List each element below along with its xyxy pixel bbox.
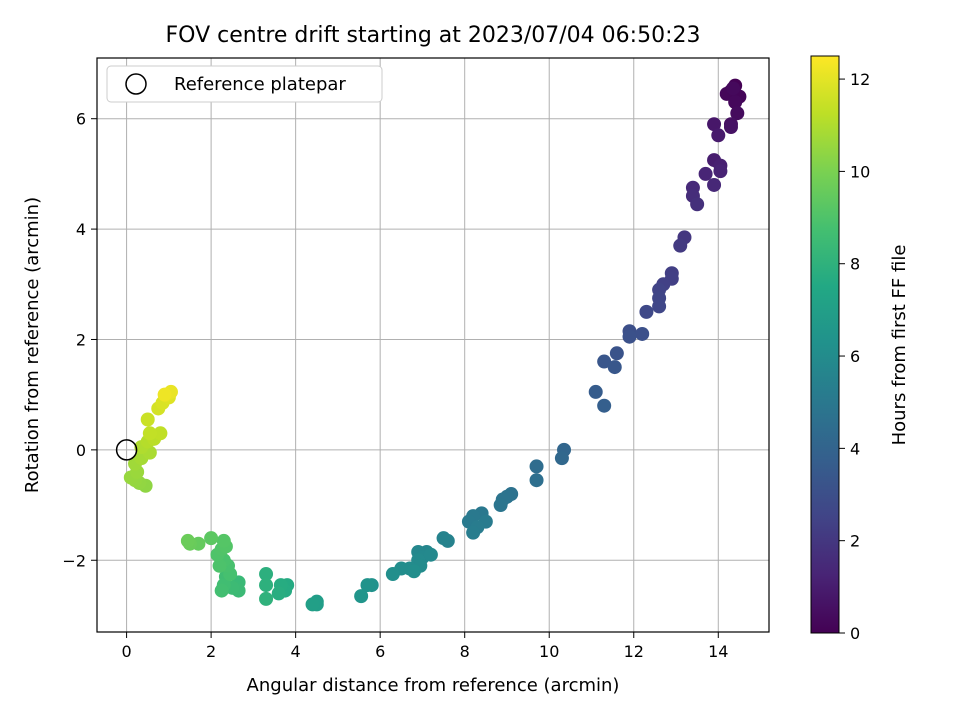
data-point <box>597 398 612 413</box>
data-point <box>204 531 219 546</box>
y-axis-ticks: −2 0 2 4 6 <box>62 110 97 570</box>
y-axis-label: Rotation from reference (arcmin) <box>22 197 43 493</box>
data-point <box>153 426 168 441</box>
data-point <box>212 558 227 573</box>
x-tick-label: 2 <box>206 642 216 661</box>
colorbar-tick-label: 0 <box>850 624 860 643</box>
data-point <box>711 128 726 143</box>
data-point <box>635 326 650 341</box>
y-tick-label: 4 <box>76 220 86 239</box>
data-point <box>707 117 722 132</box>
legend-box <box>106 65 383 103</box>
x-tick-label: 0 <box>121 642 131 661</box>
data-point <box>639 304 654 319</box>
colorbar-tick-label: 8 <box>850 255 860 274</box>
data-point <box>466 525 481 540</box>
colorbar-label: Hours from first FF file <box>889 245 910 446</box>
data-point <box>140 412 155 427</box>
y-tick-label: 6 <box>76 110 86 129</box>
data-point <box>529 459 544 474</box>
data-point <box>723 119 738 134</box>
data-point <box>493 498 508 513</box>
data-point <box>360 578 375 593</box>
x-tick-label: 14 <box>708 642 728 661</box>
data-point <box>673 238 688 253</box>
data-point <box>406 564 421 579</box>
x-tick-label: 12 <box>624 642 644 661</box>
data-point <box>554 451 569 466</box>
x-axis-label: Angular distance from reference (arcmin) <box>247 675 620 696</box>
y-tick-label: 0 <box>76 441 86 460</box>
data-point <box>354 589 369 604</box>
legend-entry-label: Reference platepar <box>174 74 346 95</box>
data-point <box>180 533 195 548</box>
data-point <box>713 164 728 179</box>
y-tick-label: −2 <box>62 551 86 570</box>
y-tick-label: 2 <box>76 330 86 349</box>
colorbar-gradient <box>810 55 840 634</box>
data-point <box>216 533 231 548</box>
data-point <box>529 473 544 488</box>
data-point <box>271 586 286 601</box>
data-point <box>259 578 274 593</box>
data-point <box>259 567 274 582</box>
x-tick-label: 4 <box>291 642 301 661</box>
data-point <box>385 567 400 582</box>
colorbar: 0 2 4 6 8 10 12 Hours from first FF file <box>810 55 910 643</box>
reference-marker <box>115 439 138 461</box>
scatter-points <box>123 78 747 612</box>
data-point <box>597 354 612 369</box>
data-point <box>142 426 157 441</box>
data-point <box>726 81 741 96</box>
data-point <box>690 197 705 212</box>
data-point <box>698 166 713 181</box>
data-point <box>214 583 229 598</box>
colorbar-tick-label: 6 <box>850 347 860 366</box>
grid-lines <box>97 58 769 632</box>
x-tick-label: 6 <box>375 642 385 661</box>
data-point <box>436 531 451 546</box>
data-point <box>622 329 637 344</box>
colorbar-tick-label: 4 <box>850 439 860 458</box>
data-point <box>652 299 667 314</box>
data-point <box>588 384 603 399</box>
data-point <box>607 360 622 375</box>
colorbar-tick-label: 12 <box>850 70 870 89</box>
data-point <box>305 597 320 612</box>
legend: Reference platepar <box>106 65 383 103</box>
legend-marker <box>125 73 147 95</box>
plot-frame <box>96 57 770 633</box>
x-tick-label: 10 <box>539 642 559 661</box>
data-point <box>259 591 274 606</box>
data-point <box>728 95 743 110</box>
data-point <box>157 387 172 402</box>
data-point <box>707 177 722 192</box>
colorbar-tick-label: 10 <box>850 162 870 181</box>
x-axis-ticks: 0 2 4 6 8 10 12 14 <box>121 632 728 661</box>
x-tick-label: 8 <box>460 642 470 661</box>
data-point <box>423 547 438 562</box>
data-point <box>609 346 624 361</box>
colorbar-ticks: 0 2 4 6 8 10 12 <box>839 70 870 643</box>
chart-title: FOV centre drift starting at 2023/07/04 … <box>166 23 701 48</box>
colorbar-tick-label: 2 <box>850 532 860 551</box>
data-point <box>730 106 745 121</box>
